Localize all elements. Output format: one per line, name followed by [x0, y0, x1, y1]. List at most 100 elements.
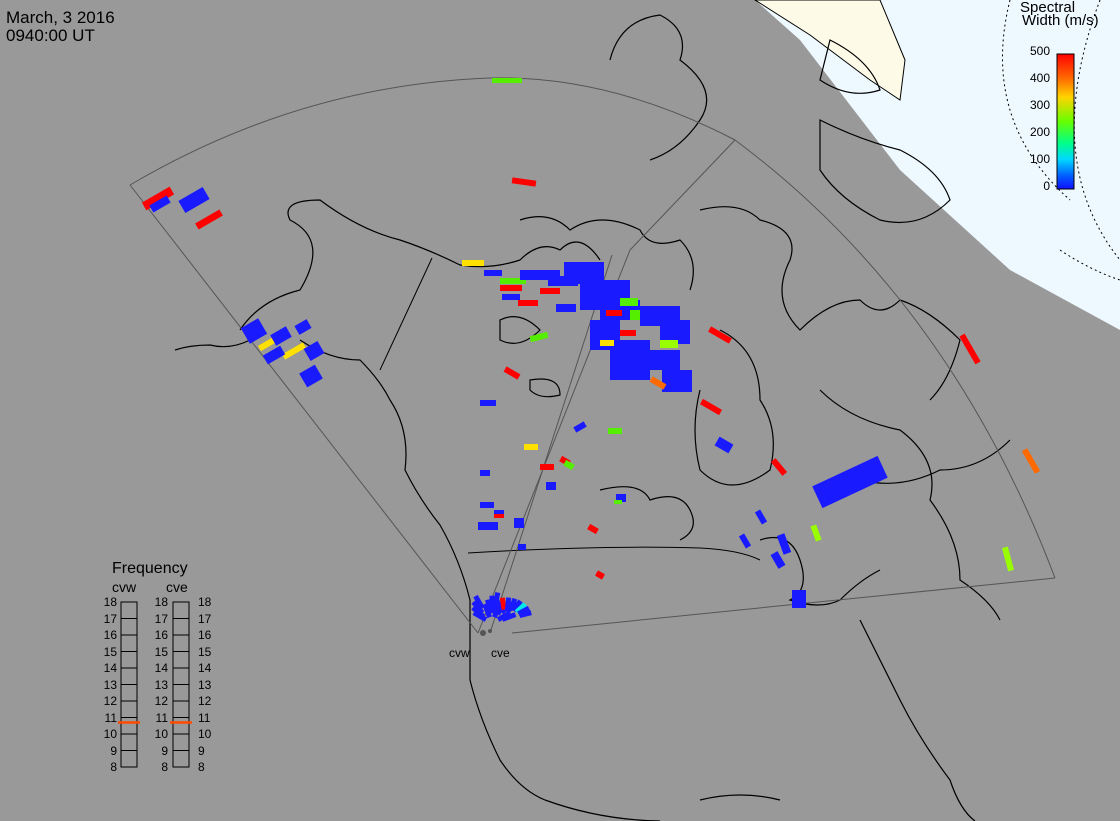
echo-cell	[508, 597, 518, 611]
frequency-tick-mid: 18	[154, 595, 168, 609]
frequency-tick-right: 15	[198, 644, 212, 659]
echo-cell	[270, 326, 292, 346]
radar-b-label: cve	[166, 579, 188, 595]
frequency-tick-left: 15	[103, 644, 117, 659]
site-dot-cvw	[480, 630, 486, 636]
echo-cell	[770, 551, 786, 569]
frequency-tick-right: 13	[198, 677, 212, 692]
echo-cell	[462, 260, 484, 266]
echo-cell	[699, 398, 723, 416]
echo-cell	[500, 285, 522, 291]
echo-cell	[471, 605, 486, 619]
frequency-tick-left: 17	[103, 611, 117, 626]
radar-fov	[129, 77, 1056, 634]
political-borders	[379, 257, 761, 561]
colorbar	[1056, 53, 1075, 190]
echo-cell	[708, 326, 732, 344]
frequency-tick-mid: 15	[154, 644, 168, 659]
frequency-tick-left: 12	[103, 694, 117, 708]
echo-cell	[518, 544, 526, 550]
echo-cell	[812, 455, 888, 509]
echo-cell	[640, 350, 680, 370]
echo-cell	[303, 340, 325, 362]
echo-cell	[518, 610, 532, 618]
frequency-tick-right: 12	[198, 694, 212, 708]
frequency-tick-mid: 8	[161, 760, 168, 774]
frequency-tick-left: 16	[103, 628, 117, 642]
echo-cell	[484, 602, 497, 615]
echo-cell	[473, 594, 485, 610]
echo-cell	[501, 612, 517, 622]
echo-cell	[141, 186, 175, 211]
frequency-tick-right: 17	[198, 611, 212, 626]
site-label-cvw: cvw	[449, 646, 470, 660]
lat-circle-2	[1073, 0, 1120, 261]
colorbar-tick: 400	[1029, 71, 1050, 85]
frequency-tick-mid: 9	[161, 743, 168, 758]
echo-cell	[649, 376, 667, 390]
echo-cell	[606, 310, 622, 316]
frequency-tick-mid: 14	[154, 661, 168, 675]
colorbar-tick: 300	[1029, 98, 1050, 112]
frequency-tick-left: 8	[110, 760, 117, 774]
frequency-tick-left: 9	[110, 743, 117, 758]
echo-cell	[511, 177, 537, 187]
echo-cell	[480, 470, 490, 476]
frequency-tick-right: 9	[198, 743, 205, 758]
greenland-daylight	[754, 0, 906, 101]
echo-cell	[660, 340, 678, 348]
frequency-tick-left: 10	[103, 727, 117, 741]
frequency-tick-left: 14	[103, 661, 117, 675]
frequency-tick-mid: 17	[154, 611, 168, 626]
echo-cell	[776, 533, 792, 555]
echo-cell	[1001, 546, 1015, 572]
frequency-tick-right: 10	[198, 727, 212, 741]
coastlines	[174, 14, 1011, 821]
echo-cell	[511, 599, 523, 613]
echo-cell	[620, 298, 638, 306]
time-label: 0940:00 UT	[6, 26, 95, 45]
frequency-tick-left: 18	[103, 595, 117, 609]
radar-echoes	[141, 78, 1041, 622]
echo-cell	[792, 590, 806, 608]
frequency-tick-mid: 13	[154, 677, 168, 692]
frequency-tick-mid: 16	[154, 628, 168, 642]
echo-cell	[488, 599, 500, 613]
echo-cell	[499, 597, 507, 610]
echo-cell	[518, 300, 538, 306]
frequency-tick-right: 8	[198, 760, 205, 774]
echo-cell	[149, 195, 171, 213]
echo-cell	[714, 436, 734, 454]
echo-cell	[480, 400, 496, 406]
frequency-tick-right: 16	[198, 628, 212, 642]
echo-cell	[595, 570, 605, 580]
lat-circle-1	[1002, 0, 1071, 201]
frequency-tick-mid: 11	[155, 710, 168, 725]
echo-cell	[614, 500, 622, 504]
echo-cell	[500, 278, 526, 284]
echo-cell	[502, 294, 520, 300]
frequency-tick-left: 11	[104, 710, 117, 725]
echo-cell	[540, 288, 560, 294]
echo-cell	[959, 333, 981, 365]
radar-a-label: cvw	[112, 579, 137, 595]
echo-cell	[240, 318, 268, 344]
echo-cell	[556, 304, 576, 312]
echo-cell	[492, 78, 522, 83]
echo-cell	[514, 518, 524, 528]
frequency-tick-left: 13	[103, 677, 117, 692]
frequency-tick-right: 18	[198, 595, 212, 609]
colorbar-tick: 200	[1029, 125, 1050, 139]
echo-cell	[738, 533, 752, 549]
colorbar-tick: 0	[1043, 179, 1050, 193]
frequency-ladders	[118, 601, 192, 768]
echo-cell	[563, 459, 575, 471]
echo-cell	[1021, 448, 1041, 474]
echo-cell	[494, 510, 504, 516]
echo-cell	[587, 523, 599, 535]
echo-cell	[480, 502, 494, 508]
echo-cell	[494, 514, 504, 518]
frequency-tick-right: 11	[198, 710, 211, 725]
echo-cell	[620, 330, 636, 336]
echo-cell	[178, 186, 210, 214]
